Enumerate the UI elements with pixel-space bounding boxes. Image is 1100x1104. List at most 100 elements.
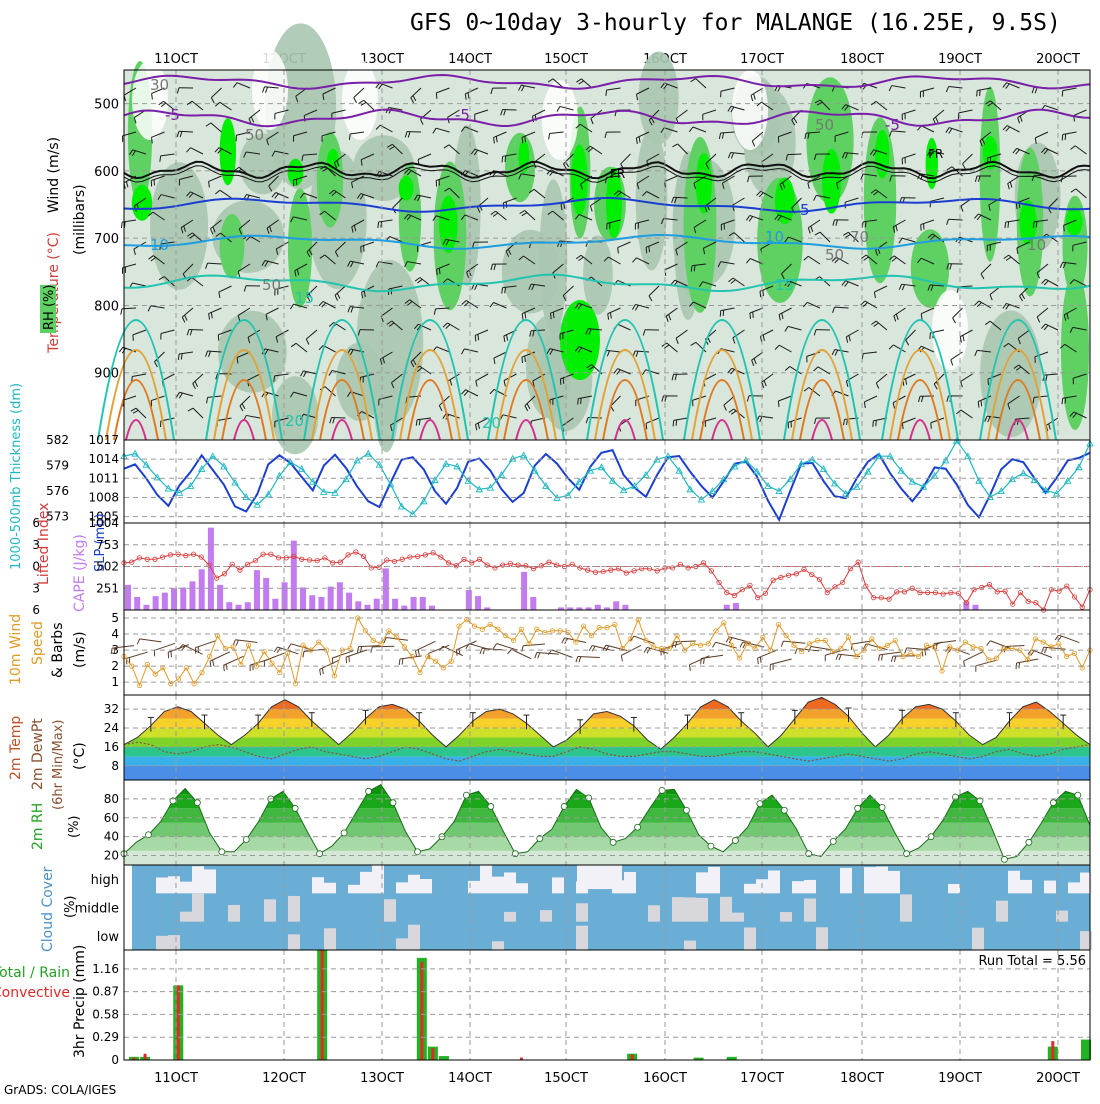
date-label-top: 15OCT [544, 52, 588, 67]
wind-barb-feather [399, 659, 400, 665]
wind-barb [140, 639, 162, 642]
rh-point [635, 824, 641, 830]
rh-point [830, 838, 836, 844]
wind-barb-feather [1005, 222, 1006, 228]
wind-speed-axis-label: Speed [30, 621, 46, 665]
rh-dry-area [132, 60, 168, 140]
cape-bar [245, 602, 251, 610]
cape-bar [622, 605, 628, 610]
slp-tick-label: 1017 [88, 433, 119, 447]
slp-tick-label: 1011 [88, 471, 119, 485]
wind-barb-feather [507, 649, 511, 654]
cape-bar [392, 599, 398, 610]
cape-bar [134, 597, 140, 610]
cloud-cell [684, 897, 696, 921]
wind-barb-feather [538, 653, 540, 659]
cloud-cell [696, 872, 708, 893]
cloud-cell [720, 897, 732, 922]
contour-label: 50 [815, 116, 834, 134]
wind-barb-feather [988, 379, 989, 385]
cloud-cell [816, 927, 828, 950]
cloud-cell [396, 882, 408, 893]
wind-barb-feather [713, 642, 716, 647]
rh-contour-fill [1061, 270, 1089, 430]
rh-point [1050, 800, 1056, 806]
cape-bar [199, 569, 205, 610]
cloud-cell [732, 913, 744, 922]
thickness-tick-label: 582 [46, 433, 69, 447]
cloud-cell [540, 910, 552, 922]
precip-tick-label: 1.16 [92, 962, 119, 976]
cape-bar [180, 587, 186, 610]
wind-barb-feather [778, 401, 779, 407]
contour-label: -5 [165, 106, 180, 124]
precip-convective-bar [631, 1055, 634, 1061]
wind-barb-feather [603, 645, 606, 650]
wind-barb-feather [213, 660, 214, 666]
cape-bar [162, 593, 168, 610]
cape-bar [189, 581, 195, 610]
rh-point [732, 837, 738, 843]
wind-barb-feather [1062, 91, 1063, 97]
date-label-bottom: 11OCT [154, 1071, 198, 1086]
rh-dry-area [932, 290, 968, 370]
rh-contour-fill [288, 159, 304, 186]
date-label-bottom: 20OCT [1036, 1071, 1080, 1086]
wind-barb-feather [578, 399, 579, 405]
cape-bar [475, 596, 481, 610]
wind-tick-label: 2 [111, 659, 119, 673]
dewpoint-axis-label: 2m DewPt [30, 718, 46, 790]
date-label-bottom: 13OCT [360, 1071, 404, 1086]
cloud-cell [192, 894, 204, 922]
rh-point [292, 805, 298, 811]
cloud-cell [900, 894, 912, 921]
wind-barb [235, 640, 257, 643]
date-label-top: 14OCT [448, 52, 492, 67]
contour-label: 50 [262, 276, 281, 294]
cloud-level-label: high [91, 873, 119, 888]
wind-barb-feather [673, 420, 674, 426]
wind-barb [372, 646, 394, 647]
pressure-axis-label: (millibars) [72, 184, 88, 255]
wind-barb [210, 652, 230, 661]
precip-tick-label: 0.29 [92, 1030, 119, 1044]
wind-barb-feather [152, 137, 153, 143]
temp-tick-label: 8 [111, 759, 119, 773]
temp-units-axis-label: (°C) [72, 742, 88, 770]
precip-convective-bar [431, 1048, 434, 1060]
cape-tick-label: 1004 [88, 516, 119, 530]
wind-barb-feather [576, 656, 578, 662]
date-label-bottom: 12OCT [262, 1071, 306, 1086]
wind-barb-feather [119, 347, 122, 352]
rh-contour-fill [696, 153, 712, 214]
wind-barb-feather [589, 645, 592, 650]
rh-point [366, 788, 372, 794]
wind-barb-feather [322, 668, 323, 674]
cloud-cell [840, 868, 852, 893]
wind-barb [429, 645, 449, 653]
cloud-units-axis-label: (%) [63, 896, 78, 919]
cape-bar [318, 597, 324, 610]
cloud-cell [180, 882, 192, 894]
cloud-cell [420, 879, 432, 893]
wind-barb-feather [720, 311, 721, 317]
cloud-cell [1068, 882, 1080, 893]
wind-barb [701, 655, 723, 658]
rh-point [879, 804, 885, 810]
temp-band [124, 700, 1090, 709]
temp-band [124, 756, 1090, 765]
pressure-tick-label: 700 [94, 232, 119, 247]
date-label-top: 11OCT [154, 52, 198, 67]
freezing-level-label: FR [610, 167, 625, 181]
contour-label: 5 [800, 201, 810, 219]
rh-band [124, 837, 1090, 851]
contour-label: 10 [765, 228, 784, 246]
cape-bar [282, 582, 288, 610]
contour-label: 50 [825, 246, 844, 264]
cloud-cell [312, 877, 324, 893]
precip-tick-label: 0.58 [92, 1007, 119, 1021]
wind-barb-feather [740, 642, 743, 647]
precip-convective-bar [1051, 1041, 1054, 1060]
